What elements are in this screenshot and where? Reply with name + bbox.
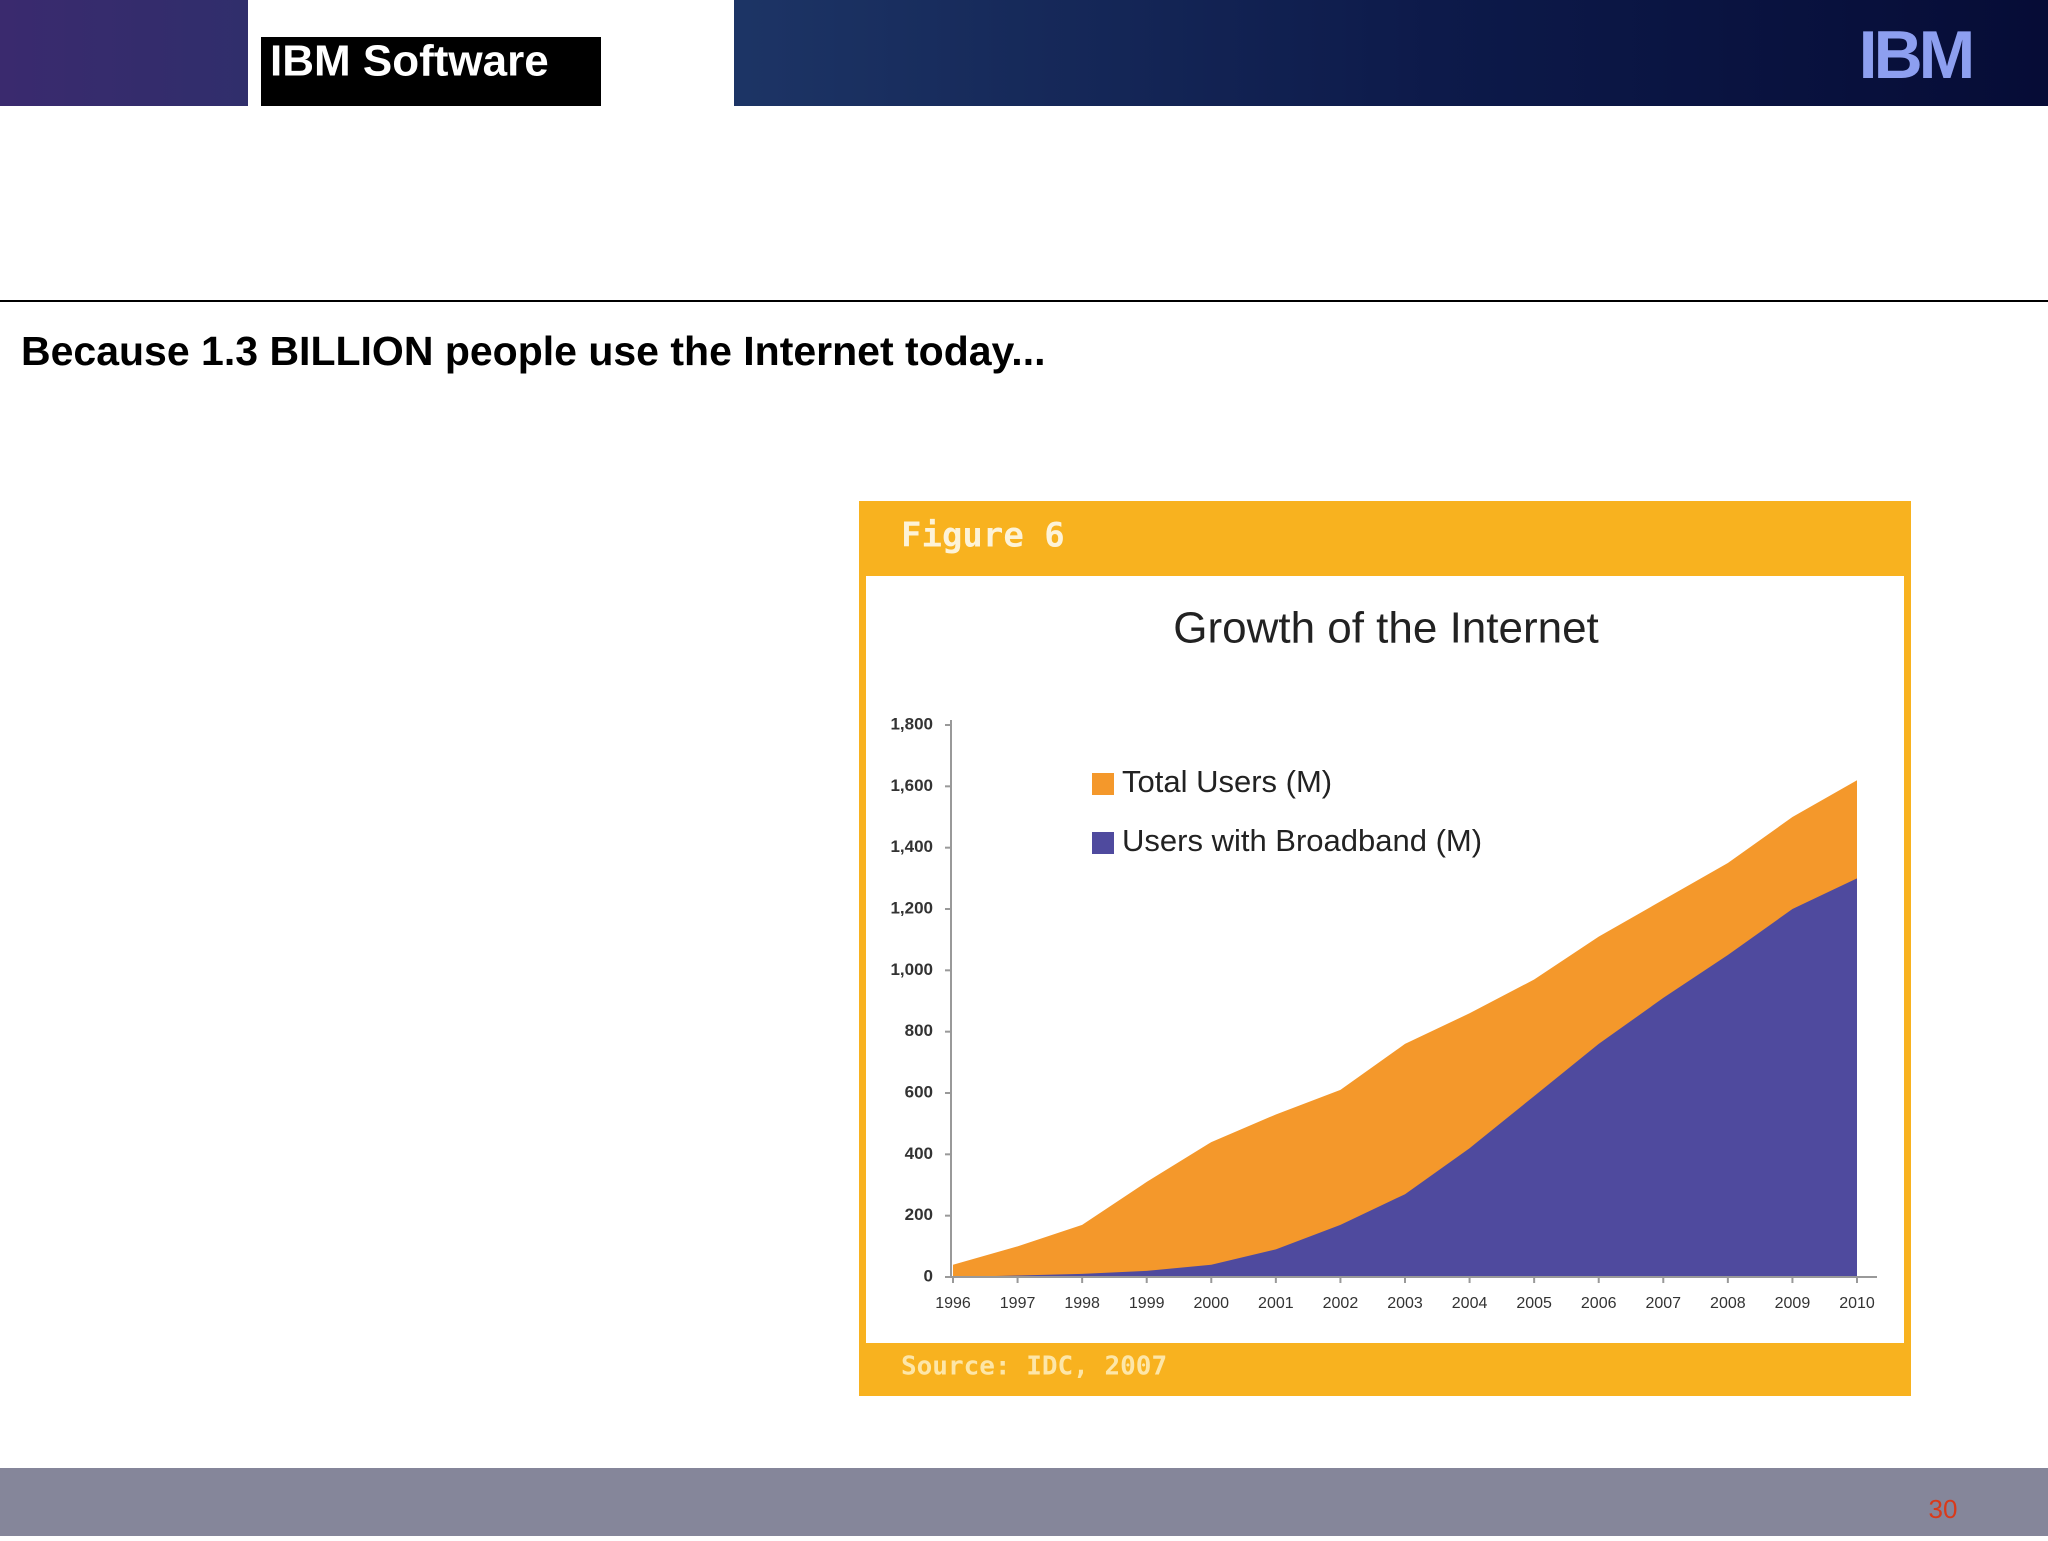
- x-tick-label: 2000: [1193, 1295, 1229, 1312]
- x-tick-label: 1998: [1064, 1295, 1100, 1312]
- x-tick-label: 2010: [1839, 1295, 1875, 1312]
- y-tick-label: 400: [905, 1144, 933, 1163]
- x-tick-label: 2001: [1258, 1295, 1294, 1312]
- chart-title: Growth of the Internet: [1173, 604, 1599, 653]
- x-tick-label: 2005: [1516, 1295, 1552, 1312]
- x-tick-label: 2008: [1710, 1295, 1746, 1312]
- header-title-box: [261, 37, 601, 106]
- y-tick-label: 800: [905, 1021, 933, 1040]
- y-tick-label: 1,000: [890, 960, 933, 979]
- y-tick-label: 600: [905, 1082, 933, 1101]
- x-tick-label: 2006: [1581, 1295, 1617, 1312]
- x-tick-label: 2009: [1775, 1295, 1811, 1312]
- page-number: 30: [1929, 1494, 1958, 1524]
- x-tick-label: 1996: [935, 1295, 971, 1312]
- figure-source: Source: IDC, 2007: [901, 1352, 1167, 1382]
- y-tick-label: 1,400: [890, 837, 933, 856]
- plot: 0 200 400 600 800 1,000 1,200 1,400 1,600 1,800 19…: [890, 714, 1877, 1312]
- ibm-logo: IBM: [1859, 17, 1972, 93]
- legend-label: Total Users (M): [1122, 764, 1332, 799]
- y-tick-label: 1,600: [890, 776, 933, 795]
- area: [953, 878, 1857, 1277]
- x-tick-label: 1997: [1000, 1295, 1036, 1312]
- header-title: IBM Software: [270, 37, 549, 86]
- x-tick-label: 2003: [1387, 1295, 1423, 1312]
- slide-title: Because 1.3 BILLION people use the Inter…: [21, 328, 1045, 374]
- x-tick-label: 1999: [1129, 1295, 1165, 1312]
- y-tick-label: 0: [924, 1266, 933, 1285]
- x-tick-label: 2007: [1645, 1295, 1681, 1312]
- x-tick-label: 2004: [1452, 1295, 1488, 1312]
- y-tick-label: 200: [905, 1205, 933, 1224]
- x-tick-label: 2002: [1323, 1295, 1359, 1312]
- legend-label: Users with Broadband (M): [1122, 823, 1482, 858]
- y-tick-label: 1,200: [890, 898, 933, 917]
- legend-swatch: [1092, 773, 1114, 795]
- legend-swatch: [1092, 832, 1114, 854]
- y-tick-label: 1,800: [890, 714, 933, 733]
- footer-band: [0, 1468, 2048, 1536]
- figure-label: Figure 6: [901, 516, 1065, 556]
